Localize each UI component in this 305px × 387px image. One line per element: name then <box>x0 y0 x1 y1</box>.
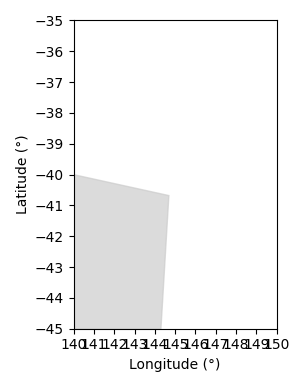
Y-axis label: Latitude (°): Latitude (°) <box>15 135 29 214</box>
Polygon shape <box>74 175 169 329</box>
X-axis label: Longitude (°): Longitude (°) <box>130 358 221 372</box>
